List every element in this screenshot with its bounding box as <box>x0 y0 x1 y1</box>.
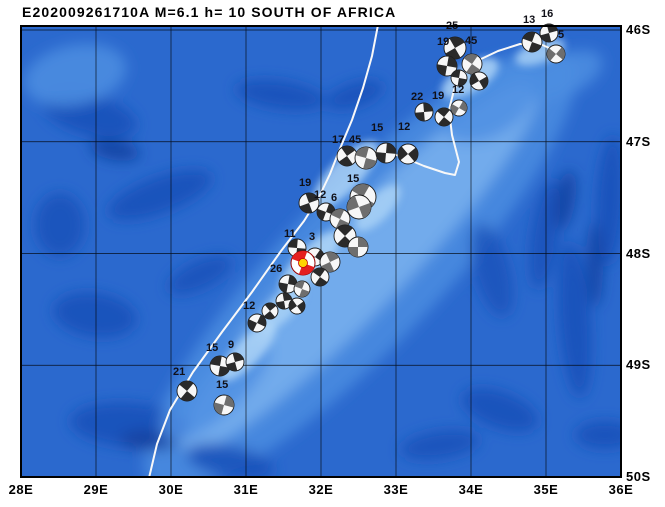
lat-label: 46S <box>626 22 651 37</box>
lon-label: 30E <box>158 482 184 497</box>
bathymetry-blob <box>179 79 541 453</box>
lon-label: 34E <box>458 482 484 497</box>
event-day-label: 19 <box>437 36 449 48</box>
event-day-label: 15 <box>216 379 228 391</box>
event-day-label: 12 <box>398 121 410 133</box>
lat-label: 48S <box>626 245 651 261</box>
event-day-label: 12 <box>314 189 326 201</box>
event-day-label: 12 <box>243 300 255 312</box>
lon-label: 28E <box>8 482 34 497</box>
beachball-icon <box>298 192 320 214</box>
event-day-label: 15 <box>371 122 383 134</box>
lon-label: 31E <box>233 482 259 497</box>
map-frame <box>20 25 622 478</box>
bathymetry-blob <box>326 80 384 110</box>
beachball-icon <box>247 313 267 333</box>
bathymetry-blob <box>595 135 621 265</box>
bathymetry-blob <box>575 421 621 449</box>
beachball-icon <box>436 55 458 77</box>
focal-mechanism-layer <box>176 23 566 416</box>
beachball-icon <box>310 267 330 287</box>
lat-label: 50S <box>626 469 651 484</box>
beachball-icon <box>225 352 245 372</box>
main-event-epicenter-dot <box>298 258 308 268</box>
event-day-label: 9 <box>228 339 234 351</box>
lon-label: 35E <box>533 482 559 497</box>
event-day-label: 19 <box>432 90 444 102</box>
beachball-icon <box>293 280 311 298</box>
event-day-label: 45 <box>349 134 361 146</box>
beachball-icon <box>346 194 372 220</box>
event-day-label: 12 <box>452 84 464 96</box>
lat-label: 49S <box>626 357 651 373</box>
event-day-label: 13 <box>523 14 535 26</box>
beachball-icon <box>469 71 489 91</box>
beachball-icon <box>546 44 566 64</box>
beachball-icon <box>443 36 467 60</box>
beachball-icon <box>539 23 559 43</box>
beachball-icon <box>288 297 306 315</box>
bathymetry-blob <box>235 79 325 111</box>
beachball-icon <box>414 102 434 122</box>
beachball-icon <box>450 99 468 117</box>
bathymetry-blob <box>470 223 514 317</box>
bathymetry-blob <box>355 184 401 232</box>
beachball-icon <box>336 145 358 167</box>
bathymetry-blob <box>587 223 603 307</box>
plate-boundary-line <box>148 26 379 477</box>
event-day-label: 17 <box>332 134 344 146</box>
lon-label: 36E <box>608 482 634 497</box>
bathymetry-blob <box>515 38 565 66</box>
beachball-icon <box>347 236 369 258</box>
plot-title: E202009261710A M=6.1 h= 10 SOUTH OF AFRI… <box>22 4 397 20</box>
bathymetry-blob <box>35 193 85 257</box>
event-day-label: 45 <box>465 35 477 47</box>
bathymetry-blob <box>23 43 127 107</box>
lon-label: 33E <box>383 482 409 497</box>
event-day-label: 11 <box>284 228 296 240</box>
bathymetry-blob <box>90 139 140 161</box>
bathymetry-blob <box>529 180 561 290</box>
event-day-label: 5 <box>558 29 564 41</box>
beachball-icon <box>397 143 419 165</box>
bathymetry-blob <box>185 443 275 477</box>
beachball-icon <box>354 146 378 170</box>
beachball-icon <box>450 69 468 87</box>
event-day-label: 15 <box>206 342 218 354</box>
beachball-icon <box>521 31 543 53</box>
beachball-icon <box>375 142 397 164</box>
beachball-icon <box>434 107 454 127</box>
event-day-label: 19 <box>299 177 311 189</box>
bathymetry-blob <box>527 50 603 100</box>
bathymetry-blob <box>167 255 233 295</box>
bathymetry-blob <box>553 170 577 230</box>
event-day-label: 6 <box>331 192 337 204</box>
beachball-icon <box>261 302 279 320</box>
bathymetry-blob <box>107 169 213 221</box>
lat-label: 47S <box>626 133 651 149</box>
beachball-icon <box>176 380 198 402</box>
lon-label: 32E <box>308 482 334 497</box>
bathymetry-blob <box>400 430 480 460</box>
beachball-icon <box>213 394 235 416</box>
event-day-label: 3 <box>309 231 315 243</box>
beachball-icon <box>461 53 483 75</box>
event-day-label: 21 <box>173 366 185 378</box>
event-day-label: 16 <box>541 8 553 20</box>
beachball-icon <box>319 251 341 273</box>
graticule <box>21 26 621 477</box>
bathymetry-blob <box>53 292 137 338</box>
lon-label: 29E <box>83 482 109 497</box>
event-day-label: 26 <box>270 263 282 275</box>
event-day-label: 22 <box>411 91 423 103</box>
event-day-label: 15 <box>347 173 359 185</box>
main-event-beachball-icon <box>290 250 316 276</box>
bathymetry-blob <box>461 388 539 432</box>
bathymetry-blob <box>558 242 592 398</box>
